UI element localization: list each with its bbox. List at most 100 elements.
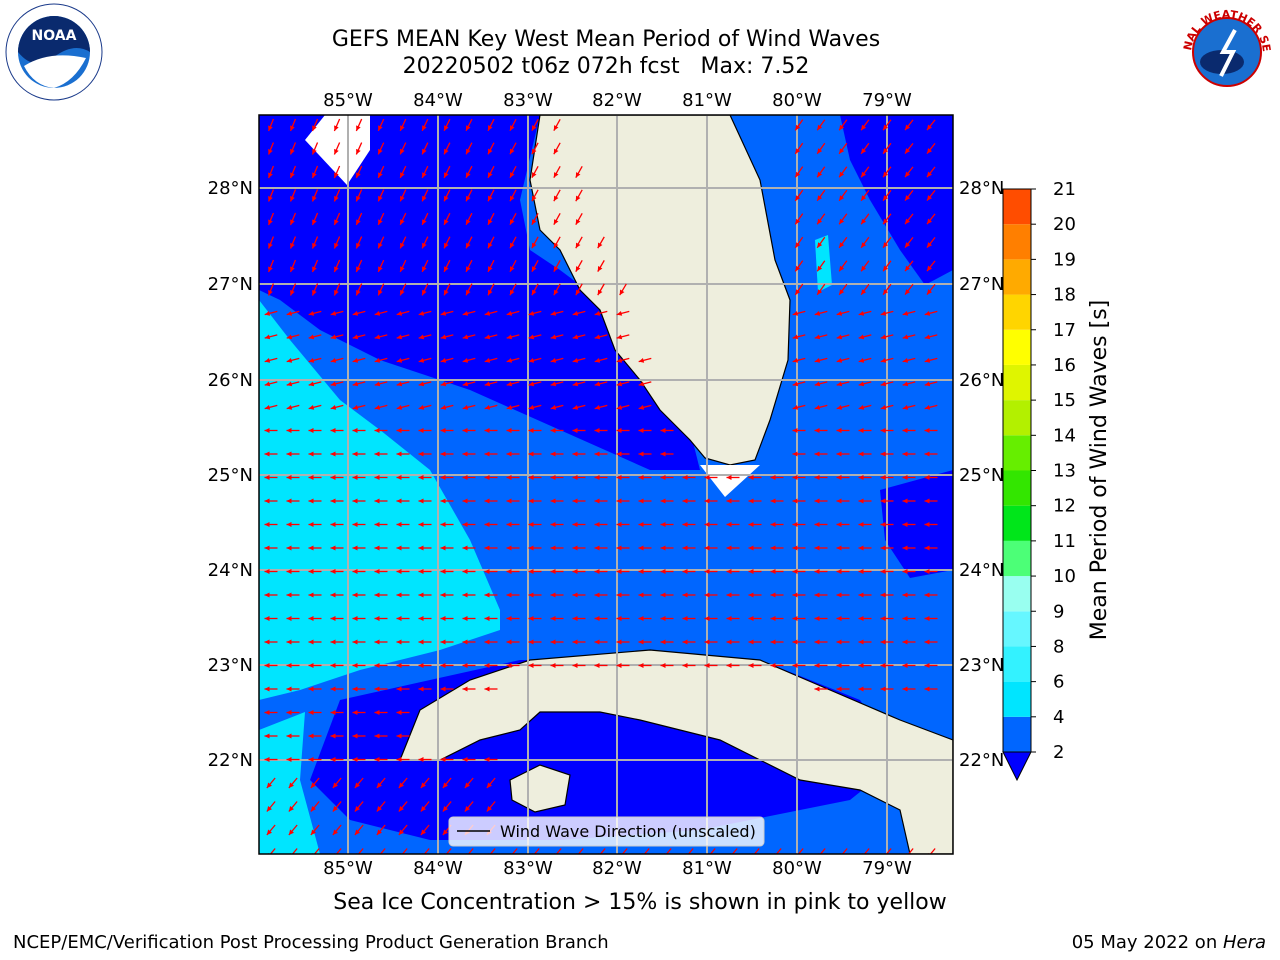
wind-arrow-head <box>484 639 490 645</box>
wind-arrow-head <box>376 829 382 836</box>
wind-arrow-head <box>286 451 292 457</box>
wind-arrow-head <box>286 310 293 316</box>
wind-arrow-head <box>264 381 271 387</box>
map-legend: Wind Wave Direction (unscaled) <box>448 816 765 847</box>
wind-arrow-head <box>332 806 338 812</box>
wind-arrow-head <box>420 782 426 789</box>
wind-arrow-head <box>264 733 270 739</box>
wind-arrow-head <box>488 219 493 225</box>
wind-arrow-head <box>814 686 820 692</box>
wind-arrow-head <box>264 663 270 668</box>
wind-arrow-head <box>308 498 314 504</box>
lat-label-left: 25°N <box>208 465 253 486</box>
wind-arrow-head <box>376 806 382 812</box>
wind-arrow-head <box>748 592 754 598</box>
wind-arrow-head <box>572 498 578 504</box>
wind-arrow-head <box>926 148 933 154</box>
colorbar-tick-label: 20 <box>1053 214 1076 235</box>
wind-arrow-head <box>553 125 559 131</box>
wind-arrow-head <box>726 616 732 621</box>
wind-arrow-head <box>509 148 515 155</box>
wind-arrow-head <box>506 663 512 668</box>
wind-arrow-head <box>682 592 688 598</box>
wind-arrow-head <box>330 451 336 457</box>
wind-arrow-head <box>374 334 381 340</box>
map-area <box>259 115 953 854</box>
wind-arrow-head <box>660 451 666 457</box>
wind-arrow-head <box>861 195 867 201</box>
wind-arrow-head <box>418 522 424 527</box>
wind-arrow-head <box>484 381 491 387</box>
footer-date-text: 05 May 2022 on <box>1071 932 1223 953</box>
wind-arrow-head <box>880 310 887 316</box>
wind-arrow-head <box>440 357 447 363</box>
colorbar-tick-label: 12 <box>1053 496 1076 517</box>
wind-arrow-head <box>748 569 754 574</box>
wind-arrow-head <box>660 428 666 433</box>
colorbar-segment <box>1003 716 1031 752</box>
wind-arrow-head <box>572 310 579 316</box>
wind-arrow-head <box>792 428 798 433</box>
wind-arrow-head <box>378 172 383 178</box>
wind-arrow-head <box>861 124 867 131</box>
wind-arrow-head <box>418 616 424 621</box>
wind-arrow-head <box>308 733 314 739</box>
wind-arrow-head <box>528 498 534 504</box>
wind-arrow-head <box>462 757 468 762</box>
wind-arrow-head <box>378 219 383 225</box>
wind-arrow-head <box>440 334 447 340</box>
wind-arrow-head <box>312 148 317 155</box>
wind-arrow-head <box>858 404 865 410</box>
wind-arrow-head <box>726 545 732 551</box>
wind-arrow-head <box>594 663 600 668</box>
wind-arrow-head <box>286 710 292 715</box>
wind-arrow-head <box>352 733 358 739</box>
wind-arrow-head <box>506 639 512 645</box>
wind-arrow-head <box>814 522 820 527</box>
wind-arrow-head <box>553 172 559 178</box>
wind-arrow-head <box>550 381 557 387</box>
wind-arrow-head <box>858 357 865 363</box>
colorbar-tick-label: 2 <box>1053 742 1064 763</box>
wind-arrow-head <box>550 616 556 621</box>
colorbar-tick-label: 16 <box>1053 355 1076 376</box>
wind-arrow-head <box>418 592 424 598</box>
wind-arrow-head <box>861 171 867 178</box>
wind-arrow-head <box>378 289 383 296</box>
wind-arrow-head <box>836 451 842 457</box>
wind-arrow-head <box>924 545 930 551</box>
wind-arrow-head <box>352 357 359 363</box>
wind-arrow-head <box>440 686 446 692</box>
colorbar-segment <box>1003 576 1031 612</box>
field-under-2s-northeast <box>840 115 953 285</box>
wind-arrow-head <box>839 171 845 178</box>
lat-label-left: 24°N <box>208 560 253 581</box>
wind-arrow-head <box>770 639 776 645</box>
longitude-labels-top: 85°W 84°W 83°W 82°W 81°W 80°W 79°W <box>323 90 912 111</box>
colorbar-segment <box>1003 400 1031 436</box>
wind-arrow-head <box>396 733 402 739</box>
wind-arrow-head <box>905 242 911 248</box>
wind-arrow-head <box>418 451 424 457</box>
wind-arrow-head <box>466 195 471 202</box>
wind-arrow-head <box>378 266 383 272</box>
wind-arrow-head <box>926 265 933 272</box>
colorbar-segment <box>1003 329 1031 365</box>
wind-arrow-head <box>509 266 515 272</box>
wind-arrow-head <box>334 289 339 296</box>
field-4-6s-southwest <box>259 712 320 854</box>
wind-direction-arrows <box>264 118 938 854</box>
sea-ice-note: Sea Ice Concentration > 15% is shown in … <box>333 890 947 915</box>
wind-arrow-head <box>440 522 446 527</box>
wind-arrow-head <box>286 757 292 762</box>
wind-arrow-head <box>594 522 600 527</box>
wind-arrow-head <box>264 639 270 645</box>
wind-arrow-head <box>924 498 930 504</box>
wind-arrow-head <box>308 357 315 363</box>
wind-arrow-head <box>726 569 732 574</box>
cuba-land <box>399 649 953 854</box>
latitude-labels-right: 28°N 27°N 26°N 25°N 24°N 23°N 22°N <box>959 178 1004 771</box>
wind-arrow-head <box>748 663 754 668</box>
wind-arrow-head <box>638 663 644 668</box>
lat-label-right: 28°N <box>959 178 1004 199</box>
